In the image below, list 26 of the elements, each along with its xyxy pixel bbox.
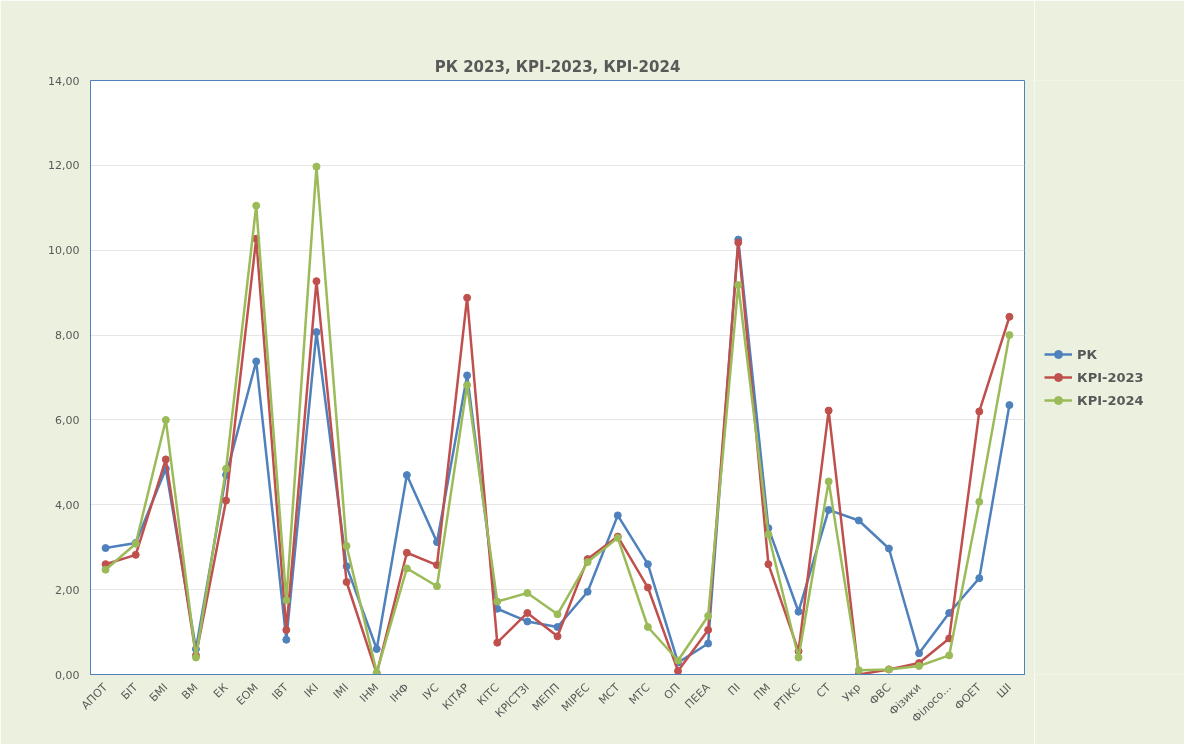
y-tick-label: 4,00	[55, 498, 80, 512]
x-tick-label: Укр	[839, 680, 864, 705]
y-tick-label: 2,00	[55, 583, 80, 597]
chart-title: РК 2023, КРІ-2023, КРІ-2024	[434, 57, 681, 76]
x-tick-label: ЕК	[211, 680, 231, 701]
y-tick-label: 6,00	[55, 413, 80, 427]
y-tick-label: 12,00	[48, 159, 80, 173]
y-tick-label: 14,00	[48, 74, 80, 88]
y-tick-label: 0,00	[55, 668, 80, 682]
x-tick-label: ВМ	[179, 680, 201, 703]
x-tick-label: ІКІ	[301, 680, 322, 701]
x-tick-label: БІТ	[118, 680, 141, 703]
legend-label: КРІ-2024	[1077, 392, 1144, 408]
x-tick-label: ПМ	[751, 680, 773, 703]
x-tick-label: ІНФ	[387, 680, 412, 705]
x-tick-label: ІУС	[419, 680, 442, 703]
x-tick-label: ІМІ	[330, 680, 352, 702]
x-tick-label: ОП	[661, 680, 683, 703]
y-tick-label: 8,00	[55, 329, 80, 343]
x-tick-label: СТ	[813, 680, 834, 701]
legend-label: КРІ-2023	[1077, 369, 1144, 385]
y-tick-label: 10,00	[48, 244, 80, 258]
x-tick-label: ПІ	[725, 680, 743, 699]
x-tick-label: ІВТ	[269, 680, 292, 703]
legend-label: РК	[1077, 346, 1098, 362]
x-tick-label: ШІ	[994, 680, 1015, 701]
